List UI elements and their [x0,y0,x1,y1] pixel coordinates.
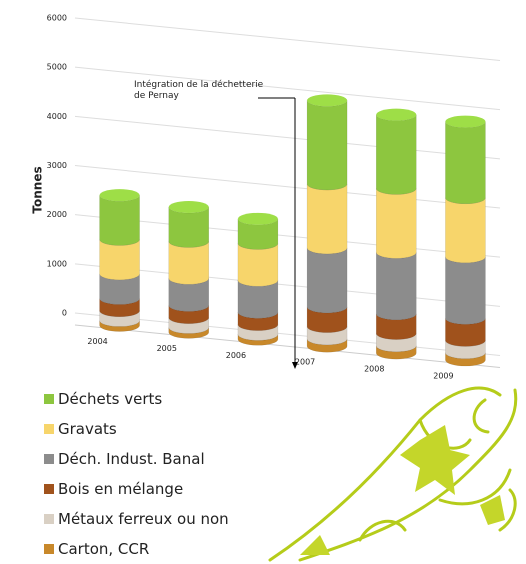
grid-line [74,263,501,307]
annotation: Intégration de la déchetterie de Pernay [134,80,264,101]
floor-edge [74,324,501,368]
legend-swatch [44,484,54,494]
legend-item: Déch. Indust. Banal [44,444,229,474]
cylinder-top [168,201,209,213]
x-tick-label: 2007 [295,358,315,367]
bar-segment [306,100,348,191]
grid-line [74,312,501,356]
x-tick-label: 2004 [87,337,107,346]
bar-segment [445,197,486,264]
legend-swatch [44,544,54,554]
y-tick-label: 0 [62,309,67,318]
cylinder-top [237,212,278,225]
bar-segment [99,195,140,246]
legend-swatch [44,394,54,404]
bar-segment [306,183,348,255]
bar-segment [445,121,486,205]
x-tick-label: 2005 [157,344,177,353]
legend-swatch [44,454,54,464]
y-tick-label: 5000 [47,63,67,72]
grid-line [74,66,501,111]
legend-item: Carton, CCR [44,534,229,564]
y-tick-label: 6000 [47,14,67,23]
x-tick-label: 2009 [433,372,453,381]
y-tick-label: 1000 [47,259,67,268]
bar-segment [168,241,209,285]
legend-label: Bois en mélange [58,480,184,498]
grid-line [74,17,501,61]
cylinder-top [99,189,140,202]
legend-swatch [44,514,54,524]
grid-line [74,214,501,258]
bar-segment [376,252,417,321]
y-tick-label: 4000 [47,112,67,121]
cylinder-top [307,94,348,107]
legend-label: Carton, CCR [58,540,150,558]
y-tick-label: 2000 [47,210,67,219]
grid-line [74,115,501,160]
bar-segment [376,188,417,259]
cylinder-top [445,115,486,128]
bar-segment [237,243,279,287]
legend-label: Déchets verts [58,390,163,408]
legend-item: Métaux ferreux ou non [44,504,229,534]
cylinder-top [376,108,417,121]
legend-swatch [44,424,54,434]
legend-label: Gravats [58,420,117,438]
x-tick-label: 2006 [226,351,246,360]
decoration [268,386,518,562]
legend-item: Gravats [44,414,229,444]
x-tick-label: 2008 [364,365,384,374]
y-axis-label: Tonnes [31,166,45,213]
grid-line [74,165,501,209]
annotation-arrow [292,362,298,369]
y-tick-label: 3000 [47,161,67,170]
decoration-leaves [300,425,505,555]
legend-item: Déchets verts [44,384,229,414]
legend-item: Bois en mélange [44,474,229,504]
bar-segment [376,114,417,195]
legend-label: Déch. Indust. Banal [58,450,205,468]
legend-label: Métaux ferreux ou non [58,510,229,528]
bar-segment [168,206,209,248]
bar-segment [306,247,348,314]
legend: Déchets verts Gravats Déch. Indust. Banal B… [44,384,229,564]
bar-segment [445,256,486,325]
